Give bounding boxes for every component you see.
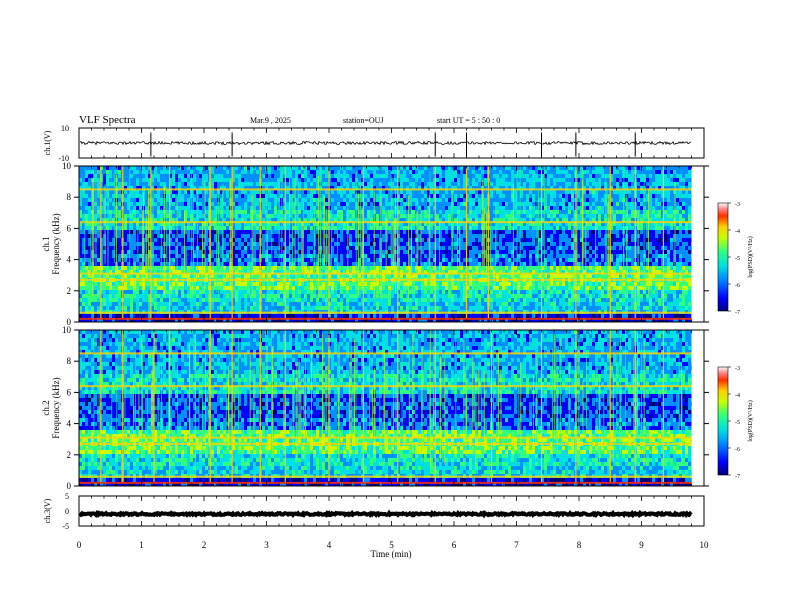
start-ut-label: start UT = 5 : 50 : 0	[437, 116, 500, 125]
spectral-band-line	[79, 311, 692, 314]
spec-ytick-label: 4	[67, 419, 72, 429]
colorbar-tick-label: -7	[735, 474, 740, 480]
ch1-waveform-trace	[79, 132, 692, 157]
spec-ytick-label: 6	[67, 223, 72, 233]
x-tick-label: 8	[577, 540, 582, 550]
spec-ytick-label: 2	[67, 450, 72, 460]
waveform-path	[78, 509, 693, 519]
x-tick-label: 9	[639, 540, 644, 550]
ch3-waveform-trace	[78, 509, 693, 519]
ch3-ytick-top: 5	[65, 492, 69, 501]
ch1-spec-ylabel-ch: ch.1	[41, 236, 51, 251]
ch2-spec-yticks: 0 2 4 6 8 10	[62, 325, 709, 491]
colorbar-tick-label: -4	[735, 393, 740, 399]
x-tick-label: 1	[139, 540, 144, 550]
spec-ytick-label: 2	[67, 286, 72, 296]
spec-ytick-label: 4	[67, 255, 72, 265]
spectral-band-line	[79, 352, 692, 355]
ch2-spectrogram-image	[79, 330, 704, 486]
spectral-band-line	[79, 436, 692, 439]
spec-ytick-label: 6	[67, 387, 72, 397]
spectral-band-line	[79, 278, 692, 281]
ch2-spec-ylabel-freq: Frequency (kHz)	[51, 377, 61, 438]
date-label: Mar.9 , 2025	[250, 116, 291, 125]
ch3-waveform-panel: 5 0 -5 ch.3(V)	[43, 492, 705, 531]
colorbar-tick-label: -6	[735, 283, 740, 289]
ch3-wave-ylabel: ch.3(V)	[43, 498, 52, 523]
x-tick-label: 10	[700, 540, 710, 550]
spectral-band-line	[79, 475, 692, 478]
spectral-band-line	[79, 481, 692, 484]
ch1-waveform-panel: 10 -10 ch.1(V)	[43, 124, 705, 163]
x-axis-tick-labels: 0 1 2 3 4 5 6 7 8 9 10	[77, 540, 709, 550]
x-tick-label: 2	[202, 540, 207, 550]
ch1-wave-ylabel: ch.1(V)	[43, 130, 52, 155]
spec-ytick-label: 10	[62, 161, 72, 171]
ch3-ytick-mid: 0	[65, 507, 69, 516]
colorbar-tick-label: -6	[735, 447, 740, 453]
ch1-spec-yticks: 0 2 4 6 8 10	[62, 161, 709, 327]
spectral-band-line	[79, 272, 692, 275]
colorbar-tick-label: -3	[735, 366, 740, 372]
ch1-spectrogram-panel: 0 2 4 6 8 10 ch.1 Frequency (kHz)	[41, 161, 709, 327]
ch1-spectrogram-image	[78, 166, 704, 322]
spectral-band-line	[79, 385, 692, 388]
spectral-band-line	[79, 221, 692, 224]
spec-ytick-label: 10	[62, 325, 72, 335]
station-label: station=OUJ	[343, 116, 384, 125]
spec-ytick-label: 8	[67, 192, 72, 202]
waveform-path	[79, 140, 692, 146]
x-tick-label: 4	[327, 540, 332, 550]
colorbar-tick-label: -4	[735, 229, 740, 235]
x-axis-ticks	[78, 128, 705, 526]
spectral-band-line	[79, 442, 692, 445]
colorbar-label: log(PSD)(V²/Hz)	[747, 400, 754, 441]
x-tick-label: 5	[389, 540, 394, 550]
spec-ytick-label: 0	[67, 317, 72, 327]
ch1-ytick-top: 10	[61, 124, 69, 133]
figure-title: VLF Spectra	[79, 114, 136, 126]
ch1-colorbar: -3 -4 -5 -6 -7 log(PSD)(V²/Hz)	[717, 202, 754, 316]
spectral-band-line	[79, 188, 692, 191]
colorbar-tick-label: -3	[735, 202, 740, 208]
colorbar-label: log(PSD)(V²/Hz)	[747, 236, 754, 277]
ch3-ytick-bottom: -5	[62, 522, 69, 531]
x-tick-label: 6	[452, 540, 457, 550]
no-data-region	[691, 166, 704, 322]
x-tick-label: 0	[77, 540, 82, 550]
no-data-region	[691, 330, 704, 486]
x-tick-label: 3	[264, 540, 269, 550]
x-axis-label: Time (min)	[371, 549, 412, 559]
spectral-band-line	[79, 317, 692, 320]
ch2-colorbar: -3 -4 -5 -6 -7 log(PSD)(V²/Hz)	[717, 366, 754, 480]
ch2-spec-ylabel-ch: ch.2	[41, 400, 51, 415]
colorbar-tick-label: -5	[735, 256, 740, 262]
colorbar-tick-label: -5	[735, 420, 740, 426]
ch1-ytick-bottom: -10	[58, 154, 69, 163]
ch2-spectrogram-panel: 0 2 4 6 8 10 ch.2 Frequency (kHz)	[41, 325, 709, 491]
ch1-spec-ylabel-freq: Frequency (kHz)	[51, 213, 61, 274]
colorbar-tick-label: -7	[735, 310, 740, 316]
x-tick-label: 7	[514, 540, 519, 550]
spec-ytick-label: 0	[67, 481, 72, 491]
spec-ytick-label: 8	[67, 356, 72, 366]
